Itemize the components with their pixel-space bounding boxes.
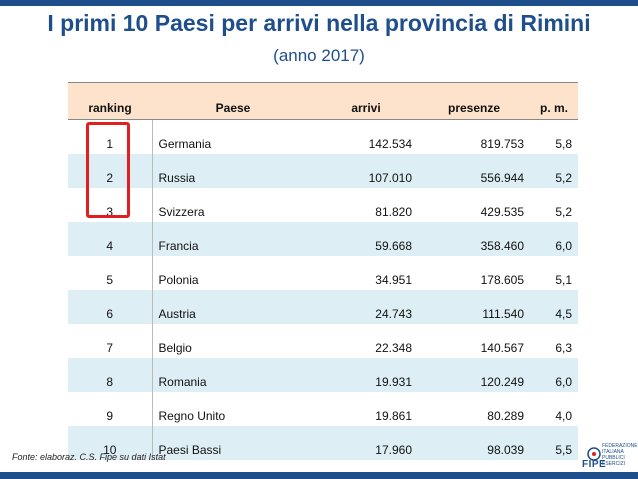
cell-arrivi: 19.931	[314, 358, 418, 392]
cell-paese: Germania	[151, 119, 314, 154]
page-subtitle: (anno 2017)	[273, 46, 365, 65]
top-bar	[0, 0, 638, 6]
table-row: 7 Belgio 22.348 140.567 6,3	[68, 324, 578, 358]
cell-pm: 5,1	[555, 273, 572, 287]
logo-line: ESERCIZI	[602, 461, 626, 467]
cell-arrivi: 107.010	[314, 154, 418, 188]
cell-ranking: 1	[106, 137, 114, 151]
ranking-table: ranking Paese arrivi presenze p. m. 1 Ger…	[68, 82, 578, 460]
table-row: 4 Francia 59.668 358.460 6,0	[68, 222, 578, 256]
cell-arrivi: 19.861	[375, 409, 412, 423]
cell-paese: Svizzera	[151, 188, 314, 222]
cell-arrivi: 81.820	[375, 205, 412, 219]
header-arrivi: arrivi	[314, 82, 418, 120]
cell-ranking: 6	[68, 290, 152, 324]
cell-pm: 4,5	[530, 290, 578, 324]
table-row: 2 Russia 107.010 556.944 5,2	[68, 154, 578, 188]
cell-ranking: 8	[68, 358, 152, 392]
table-header-row: ranking Paese arrivi presenze p. m.	[68, 82, 578, 120]
cell-arrivi: 22.348	[375, 341, 412, 355]
table-row: 9 Regno Unito 19.861 80.289 4,0	[68, 392, 578, 426]
cell-presenze: 140.567	[480, 341, 524, 355]
table-row: 3 Svizzera 81.820 429.535 5,2	[68, 188, 578, 222]
logo-word: FIPE	[582, 459, 607, 470]
table-row: 10 Paesi Bassi 17.960 98.039 5,5	[68, 426, 578, 460]
table-row: 5 Polonia 34.951 178.605 5,1	[68, 256, 578, 290]
cell-presenze: 429.535	[480, 205, 524, 219]
cell-paese: Regno Unito	[151, 392, 314, 426]
cell-ranking: 7	[106, 341, 114, 355]
cell-ranking: 5	[106, 273, 114, 287]
table-row: 8 Romania 19.931 120.249 6,0	[68, 358, 578, 392]
cell-presenze: 178.605	[480, 273, 524, 287]
cell-pm: 6,0	[530, 358, 578, 392]
cell-arrivi: 17.960	[314, 426, 418, 460]
cell-paese: Francia	[151, 222, 314, 256]
cell-arrivi: 34.951	[375, 273, 412, 287]
bottom-bar	[0, 472, 638, 479]
cell-ranking: 9	[106, 409, 114, 423]
cell-presenze: 556.944	[418, 154, 530, 188]
cell-presenze: 80.289	[487, 409, 524, 423]
highlight-box	[86, 122, 130, 218]
cell-ranking: 4	[68, 222, 152, 256]
table-row: 1 Germania 142.534 819.753 5,8	[68, 119, 578, 154]
cell-pm: 6,3	[555, 341, 572, 355]
cell-presenze: 819.753	[480, 137, 524, 151]
logo-line: PUBBLICI	[602, 455, 625, 461]
source-note: Fonte: elaboraz. C.S. Fipe su dati Istat	[12, 452, 166, 462]
page-title: I primi 10 Paesi per arrivi nella provin…	[47, 10, 591, 36]
cell-pm: 5,8	[555, 137, 572, 151]
table-body: 1 Germania 142.534 819.753 5,8 2 Russia 107.010…	[68, 119, 578, 460]
cell-arrivi: 142.534	[368, 137, 412, 151]
header-presenze: presenze	[418, 82, 530, 120]
cell-pm: 5,5	[530, 426, 578, 460]
logo-line: FEDERAZIONE	[602, 443, 638, 449]
cell-presenze: 98.039	[418, 426, 530, 460]
cell-paese: Polonia	[151, 256, 314, 290]
cell-ranking: 10	[68, 426, 152, 460]
cell-paese: Russia	[151, 154, 314, 188]
cell-arrivi: 24.743	[314, 290, 418, 324]
cell-paese: Romania	[151, 358, 314, 392]
cell-paese: Austria	[151, 290, 314, 324]
cell-paese: Paesi Bassi	[151, 426, 314, 460]
cell-pm: 6,0	[530, 222, 578, 256]
fipe-logo: FIPE FEDERAZIONE ITALIANA PUBBLICI ESERC…	[582, 441, 638, 471]
cell-presenze: 111.540	[418, 290, 530, 324]
table-row: 6 Austria 24.743 111.540 4,5	[68, 290, 578, 324]
logo-line: ITALIANA	[602, 449, 624, 455]
cell-pm: 5,2	[555, 205, 572, 219]
header-paese: Paese	[152, 82, 314, 120]
cell-presenze: 120.249	[418, 358, 530, 392]
logo-lines: FEDERAZIONE ITALIANA PUBBLICI ESERCIZI	[602, 443, 638, 467]
logo-emblem-icon	[587, 447, 601, 461]
cell-ranking: 2	[68, 154, 152, 188]
cell-arrivi: 59.668	[314, 222, 418, 256]
header-pm: p. m.	[530, 82, 578, 120]
cell-presenze: 358.460	[418, 222, 530, 256]
cell-ranking: 3	[106, 205, 114, 219]
cell-paese: Belgio	[151, 324, 314, 358]
cell-pm: 5,2	[530, 154, 578, 188]
header-ranking: ranking	[68, 82, 152, 120]
cell-pm: 4,0	[555, 409, 572, 423]
